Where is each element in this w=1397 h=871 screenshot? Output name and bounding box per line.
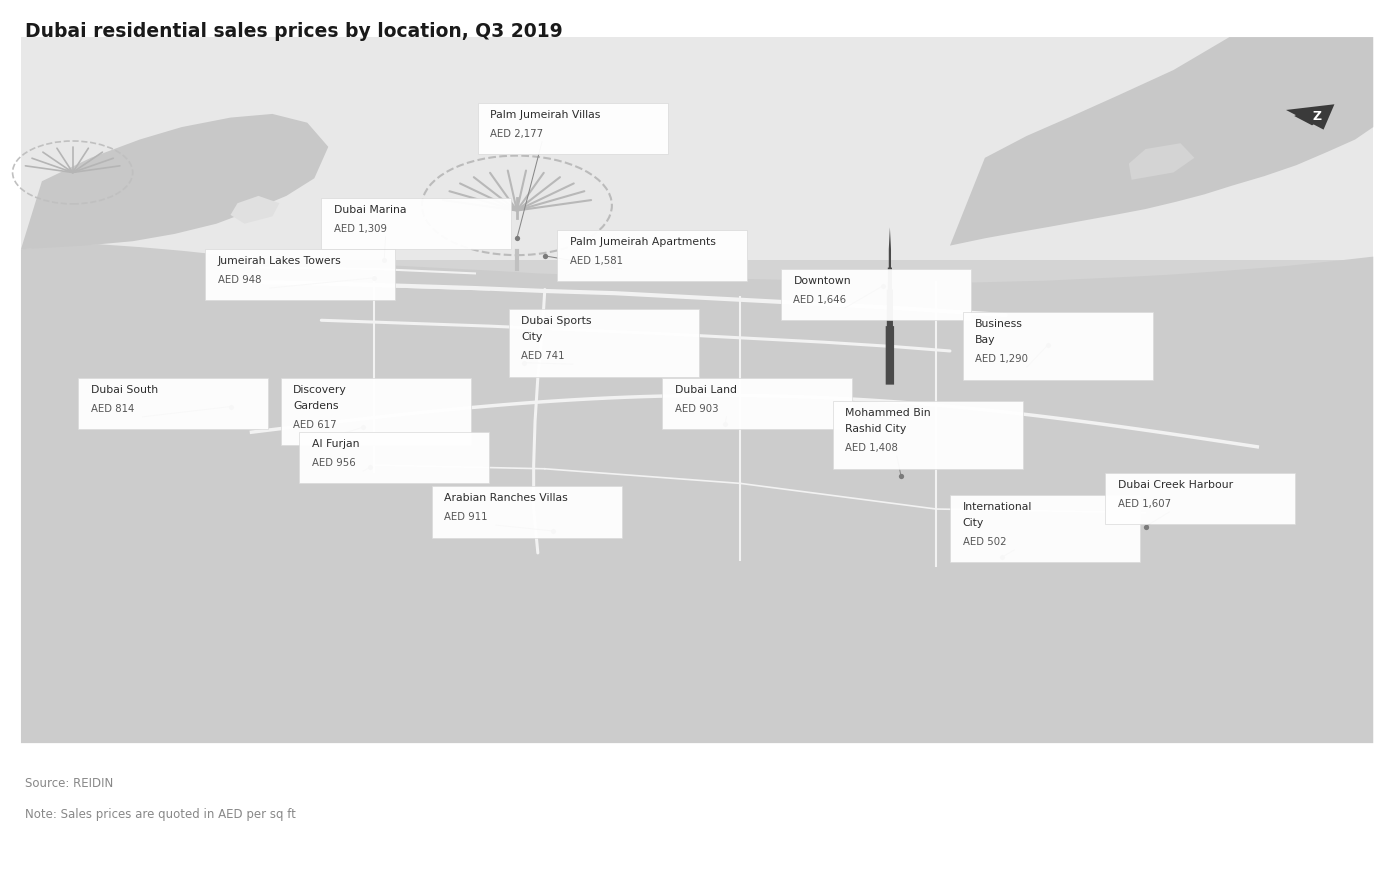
FancyBboxPatch shape: [321, 198, 511, 249]
Polygon shape: [231, 196, 279, 224]
Text: AED 617: AED 617: [293, 420, 337, 429]
Text: AED 1,607: AED 1,607: [1118, 499, 1171, 509]
Text: Dubai residential sales prices by location, Q3 2019: Dubai residential sales prices by locati…: [25, 22, 563, 41]
Text: Arabian Ranches Villas: Arabian Ranches Villas: [444, 493, 569, 503]
Text: Palm Jumeirah Apartments: Palm Jumeirah Apartments: [570, 237, 715, 246]
Text: Dubai Creek Harbour: Dubai Creek Harbour: [1118, 480, 1232, 490]
Text: AED 1,408: AED 1,408: [845, 443, 898, 453]
FancyBboxPatch shape: [781, 269, 971, 321]
Text: Rashid City: Rashid City: [845, 424, 907, 434]
Text: Dubai South: Dubai South: [91, 385, 158, 395]
FancyBboxPatch shape: [833, 402, 1023, 469]
Text: AED 911: AED 911: [444, 512, 488, 522]
FancyBboxPatch shape: [662, 378, 852, 429]
Text: AED 741: AED 741: [521, 351, 564, 361]
FancyBboxPatch shape: [478, 103, 668, 154]
Text: Bay: Bay: [975, 334, 996, 345]
Polygon shape: [21, 37, 1373, 260]
Text: Downtown: Downtown: [793, 275, 851, 286]
Text: Discovery: Discovery: [293, 385, 346, 395]
FancyBboxPatch shape: [557, 230, 747, 281]
Text: AED 502: AED 502: [963, 537, 1006, 547]
FancyBboxPatch shape: [509, 309, 698, 376]
Text: Business: Business: [975, 319, 1023, 328]
Text: Z: Z: [1313, 110, 1322, 123]
Text: Mohammed Bin: Mohammed Bin: [845, 408, 930, 418]
Text: Palm Jumeirah Villas: Palm Jumeirah Villas: [490, 110, 601, 119]
Text: AED 1,290: AED 1,290: [975, 354, 1028, 364]
FancyBboxPatch shape: [963, 312, 1153, 380]
FancyArrow shape: [1287, 105, 1334, 130]
Text: City: City: [521, 332, 542, 342]
Text: City: City: [963, 517, 983, 528]
FancyBboxPatch shape: [950, 495, 1140, 563]
Text: Dubai Marina: Dubai Marina: [334, 205, 407, 214]
Text: AED 2,177: AED 2,177: [490, 129, 543, 138]
Text: Note: Sales prices are quoted in AED per sq ft: Note: Sales prices are quoted in AED per…: [25, 808, 296, 821]
Text: AED 903: AED 903: [675, 403, 718, 414]
Text: AED 1,309: AED 1,309: [334, 224, 387, 233]
FancyBboxPatch shape: [1105, 473, 1295, 524]
Text: Source: REIDIN: Source: REIDIN: [25, 777, 113, 790]
Text: AED 956: AED 956: [312, 458, 355, 468]
Polygon shape: [886, 227, 894, 385]
Text: Dubai Sports: Dubai Sports: [521, 316, 591, 326]
Text: Jumeirah Lakes Towers: Jumeirah Lakes Towers: [218, 256, 342, 266]
Polygon shape: [21, 114, 328, 249]
FancyBboxPatch shape: [432, 486, 622, 537]
Polygon shape: [1129, 143, 1194, 179]
Text: AED 1,581: AED 1,581: [570, 256, 623, 266]
Text: AED 948: AED 948: [218, 275, 261, 285]
Text: AED 814: AED 814: [91, 403, 134, 414]
Text: Al Furjan: Al Furjan: [312, 439, 359, 449]
Text: Dubai Land: Dubai Land: [675, 385, 736, 395]
Text: International: International: [963, 502, 1032, 511]
Text: Gardens: Gardens: [293, 401, 339, 411]
FancyBboxPatch shape: [205, 249, 395, 300]
Text: AED 1,646: AED 1,646: [793, 294, 847, 305]
FancyBboxPatch shape: [78, 378, 268, 429]
FancyBboxPatch shape: [299, 432, 489, 483]
Polygon shape: [21, 244, 1373, 743]
Polygon shape: [950, 37, 1373, 246]
FancyBboxPatch shape: [281, 378, 471, 445]
